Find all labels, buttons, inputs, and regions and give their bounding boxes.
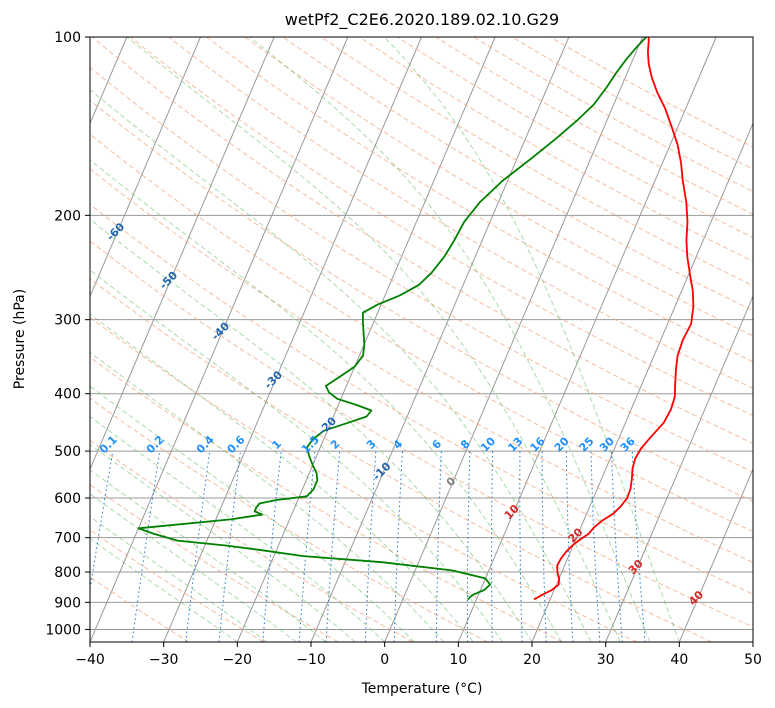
moist-adiabat-line bbox=[90, 313, 474, 642]
mixing-ratio-line bbox=[262, 451, 282, 642]
isotherm-line bbox=[678, 467, 753, 642]
isotherm-label: -80 bbox=[0, 133, 17, 156]
moist-adiabat-line bbox=[90, 385, 415, 642]
isotherm-line bbox=[90, 37, 201, 298]
x-tick-label: 30 bbox=[597, 652, 615, 668]
y-tick-label: 800 bbox=[54, 565, 81, 581]
mixing-ratio-line bbox=[131, 451, 161, 642]
y-tick-label: 100 bbox=[54, 30, 81, 46]
dry-adiabat-line bbox=[90, 529, 264, 642]
background-lines bbox=[90, 37, 753, 642]
mixing-ratio-line bbox=[218, 451, 241, 642]
mixing-ratio-line bbox=[590, 451, 601, 642]
dry-adiabat-line bbox=[282, 37, 753, 312]
x-tick-label: 0 bbox=[380, 652, 389, 668]
mixing-ratio-line bbox=[565, 451, 574, 642]
mixing-ratio-line bbox=[393, 451, 403, 642]
moist-adiabat-line bbox=[90, 218, 533, 642]
mixing-ratio-line bbox=[466, 451, 471, 642]
moist-adiabat-line bbox=[90, 469, 327, 642]
temperature-line bbox=[533, 37, 695, 601]
x-tick-label: −10 bbox=[296, 652, 326, 668]
y-axis-label: Pressure (hPa) bbox=[12, 289, 28, 389]
plot-background bbox=[90, 37, 753, 642]
moist-adiabat-line bbox=[90, 351, 444, 642]
moist-adiabat-line bbox=[90, 443, 356, 642]
isotherm-label: -70 bbox=[49, 175, 72, 198]
y-tick-label: 600 bbox=[54, 491, 81, 507]
y-tick-label: 400 bbox=[54, 387, 81, 403]
isotherm-line bbox=[384, 37, 643, 642]
isotherm-line bbox=[236, 37, 496, 642]
y-tick-label: 900 bbox=[54, 595, 81, 611]
dry-adiabat-line bbox=[90, 168, 753, 563]
mixing-ratio-line bbox=[325, 451, 341, 642]
moist-adiabat-line bbox=[90, 516, 268, 642]
x-tick-label: 20 bbox=[523, 652, 541, 668]
mixing-ratio-line bbox=[298, 451, 316, 642]
dry-adiabat-line bbox=[90, 356, 563, 642]
mixing-ratio-line bbox=[611, 451, 623, 642]
moist-adiabat-line bbox=[383, 37, 680, 642]
mixing-ratio-line bbox=[541, 451, 547, 642]
dry-adiabat-line bbox=[244, 37, 753, 337]
x-tick-label: 10 bbox=[449, 652, 467, 668]
mixing-ratio-line bbox=[435, 451, 442, 642]
dewpoint-line bbox=[137, 37, 647, 601]
isotherm-line bbox=[163, 37, 422, 642]
mixing-ratio-line bbox=[631, 451, 646, 642]
y-axis-ticks: 100 200 300 400 500 600 700 800 900 1000 bbox=[45, 30, 90, 638]
moist-adiabat-line bbox=[90, 416, 386, 642]
mixing-ratio-line bbox=[364, 451, 377, 642]
mixing-ratio-line bbox=[519, 451, 523, 642]
dry-adiabat-line bbox=[90, 240, 753, 628]
isotherm-line bbox=[90, 37, 275, 471]
dry-adiabat-line bbox=[206, 37, 753, 363]
x-tick-label: 50 bbox=[744, 652, 762, 668]
dry-adiabat-line bbox=[168, 37, 753, 389]
x-tick-label: 40 bbox=[670, 652, 688, 668]
x-tick-label: −40 bbox=[75, 652, 105, 668]
dry-adiabat-line bbox=[90, 99, 753, 502]
dry-adiabat-line bbox=[90, 397, 488, 642]
y-tick-label: 200 bbox=[54, 208, 81, 224]
dry-adiabat-line bbox=[90, 203, 753, 595]
x-tick-label: −30 bbox=[149, 652, 179, 668]
isotherm-line bbox=[531, 122, 753, 642]
dry-adiabat-line bbox=[90, 316, 638, 642]
y-tick-label: 300 bbox=[54, 313, 81, 329]
y-tick-label: 500 bbox=[54, 444, 81, 460]
isotherm-line bbox=[605, 295, 753, 642]
isotherm-line bbox=[457, 37, 717, 642]
moist-adiabat-line bbox=[90, 159, 562, 642]
x-axis-ticks: −40 −30 −20 −10 0 10 20 30 40 50 bbox=[75, 642, 762, 668]
plot-frame bbox=[89, 36, 754, 643]
dry-adiabat-line bbox=[90, 66, 753, 473]
chart-title: wetPf2_C2E6.2020.189.02.10.G29 bbox=[285, 10, 559, 30]
mixing-ratio-line bbox=[185, 451, 211, 642]
mixing-ratio-line bbox=[491, 451, 494, 642]
moist-adiabat-line bbox=[90, 269, 503, 642]
profile-series bbox=[137, 37, 695, 601]
y-tick-label: 1000 bbox=[45, 622, 81, 638]
isotherm-line bbox=[90, 37, 349, 642]
x-axis-label: Temperature (°C) bbox=[361, 681, 483, 697]
dry-adiabat-line bbox=[90, 278, 712, 642]
moist-adiabat-line bbox=[90, 537, 238, 642]
isotherm-line bbox=[752, 640, 753, 642]
moist-adiabat-line bbox=[90, 89, 592, 642]
dry-adiabat-line bbox=[90, 483, 339, 642]
dry-adiabat-line bbox=[90, 440, 414, 642]
y-tick-label: 700 bbox=[54, 531, 81, 547]
moist-adiabat-line bbox=[126, 37, 621, 642]
dry-adiabat-line bbox=[90, 133, 753, 533]
mixing-ratio-line bbox=[90, 451, 114, 593]
x-tick-label: −20 bbox=[223, 652, 253, 668]
